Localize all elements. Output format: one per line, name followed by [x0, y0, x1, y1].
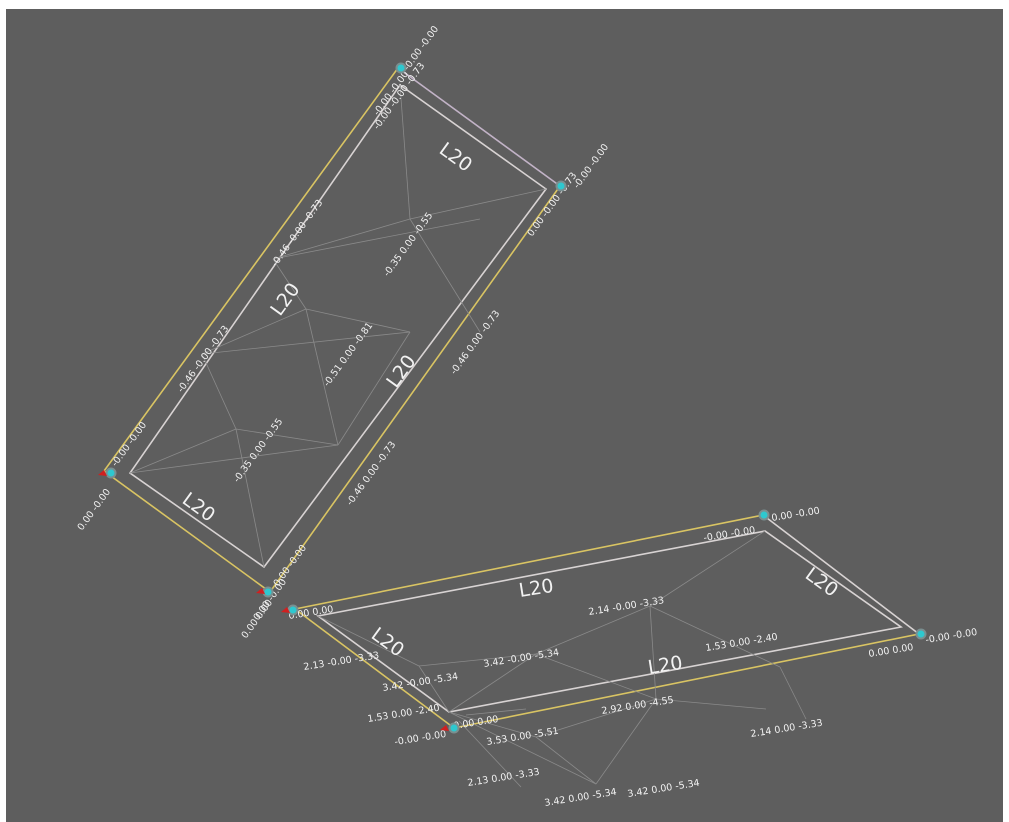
- lower-stress-value: 3.42 0.00 -5.34: [544, 787, 618, 809]
- lower-stress-value: 3.42 -0.00 -5.34: [483, 647, 560, 670]
- node-icon[interactable]: [758, 509, 770, 521]
- lower-plate-label-bottom: L20: [646, 652, 684, 679]
- upper-left-member[interactable]: [103, 67, 399, 472]
- lower-node-value: -0.00 -0.00: [925, 627, 978, 646]
- upper-plate-label-middle: L20: [382, 351, 420, 392]
- lower-stress-value: 1.53 0.00 -2.40: [367, 703, 441, 725]
- lower-stress-value: 2.92 0.00 -4.55: [601, 695, 675, 717]
- lower-node-value: 0.00 0.00: [453, 714, 499, 732]
- lower-plate: L20 L20 L20 L20 2.14 -0.00 -3.33 1.53 0.…: [240, 505, 978, 808]
- lower-left-member[interactable]: [294, 608, 455, 729]
- lower-plate-mesh: [317, 530, 807, 788]
- node-icon[interactable]: [555, 180, 567, 192]
- node-icon[interactable]: [287, 604, 299, 616]
- lower-node-value: -0.00 -0.00: [394, 729, 447, 748]
- upper-plate-label-top: L20: [435, 138, 476, 176]
- node-icon[interactable]: [262, 586, 274, 598]
- lower-node-value: 0.00 0.00: [240, 598, 276, 641]
- upper-right-member[interactable]: [269, 185, 561, 593]
- upper-stress-value: -0.35 0.00 -0.55: [232, 417, 286, 485]
- lower-plate-outline[interactable]: [316, 530, 904, 713]
- lower-stress-value: 1.53 0.00 -2.40: [705, 632, 779, 654]
- lower-stress-value: 3.53 0.00 -5.51: [486, 726, 560, 748]
- node-icon[interactable]: [448, 722, 460, 734]
- upper-stress-value: -0.46 0.00 -0.73: [449, 309, 503, 377]
- model-viewport[interactable]: L20 L20 L20 L20 -0.00 -0.00 -0.73 -0.46 …: [6, 9, 1003, 822]
- lower-stress-value: 3.42 0.00 -5.34: [627, 778, 701, 800]
- support-icon: [256, 588, 265, 594]
- upper-plate-label-left: L20: [266, 279, 304, 320]
- upper-plate: L20 L20 L20 L20 -0.00 -0.00 -0.73 -0.46 …: [76, 24, 612, 623]
- lower-stress-value: 2.14 0.00 -3.33: [750, 718, 824, 740]
- support-icon: [281, 607, 290, 613]
- upper-nodes: [98, 62, 567, 598]
- upper-plate-mesh: [129, 84, 547, 568]
- node-icon[interactable]: [105, 467, 117, 479]
- upper-bottom-member[interactable]: [103, 470, 271, 593]
- node-icon[interactable]: [915, 628, 927, 640]
- upper-plate-label-bottom: L20: [178, 488, 219, 526]
- lower-stress-value: 2.14 -0.00 -3.33: [588, 595, 665, 618]
- upper-stress-value: -0.35 0.00 -0.55: [382, 211, 436, 279]
- upper-top-member[interactable]: [397, 67, 561, 187]
- lower-top-member[interactable]: [294, 514, 764, 610]
- node-icon[interactable]: [395, 62, 407, 74]
- support-icon: [98, 470, 107, 476]
- upper-node-value: 0.00 -0.00: [76, 487, 114, 533]
- lower-node-value: -0.00 -0.00: [703, 525, 756, 544]
- lower-node-value: 0.00 0.00: [868, 642, 914, 660]
- lower-stress-value: 2.13 -0.00 -3.33: [303, 650, 380, 673]
- lower-stress-value: 2.13 0.00 -3.33: [467, 767, 541, 789]
- upper-node-value: -0.00 -0.00: [110, 420, 150, 469]
- support-icon: [440, 725, 449, 731]
- structural-model-canvas[interactable]: L20 L20 L20 L20 -0.00 -0.00 -0.73 -0.46 …: [6, 9, 1003, 822]
- lower-plate-label-right: L20: [801, 563, 842, 601]
- lower-bottom-member[interactable]: [453, 633, 920, 729]
- upper-stress-value: -0.51 0.00 -0.81: [322, 321, 376, 389]
- upper-node-value: -0.00 -0.00: [572, 142, 612, 191]
- lower-right-member[interactable]: [762, 514, 920, 635]
- lower-plate-label-top: L20: [517, 575, 555, 602]
- lower-node-value: 0.00 -0.00: [771, 505, 821, 523]
- lower-nodes: [281, 509, 927, 734]
